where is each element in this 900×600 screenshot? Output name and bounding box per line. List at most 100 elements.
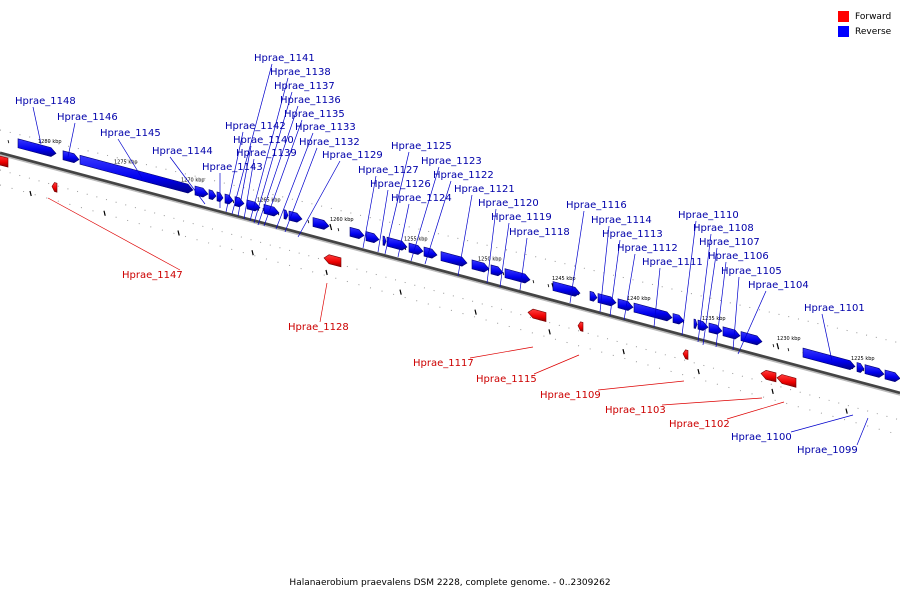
scale-tick [776,343,780,350]
leader-line-forward [726,401,785,420]
gene-label-reverse: Hprae_1119 [491,212,552,223]
scale-tick-label: 1225 kbp [851,356,875,362]
gene-label-reverse: Hprae_1125 [391,141,452,152]
reverse-gene [504,268,531,284]
gene-label-forward: Hprae_1147 [122,270,183,281]
leader-line-reverse [702,247,718,346]
leader-line-reverse [732,276,740,351]
leader-line-reverse [623,253,636,321]
gene-label-reverse: Hprae_1139 [236,148,297,159]
scale-minor-tick [337,228,340,232]
forward-gene [527,308,547,322]
forward-gene [760,369,777,383]
reverse-gene [312,217,330,230]
gene-label-reverse: Hprae_1129 [322,150,383,161]
scale-tick-label: 1235 kbp [702,316,726,322]
gene-features [0,138,900,388]
gene-label-forward: Hprae_1109 [540,390,601,401]
leader-line-reverse [32,106,42,145]
forward-gene [776,374,797,388]
leader-line-reverse [275,132,314,230]
leader-line-reverse [117,138,143,179]
gene-label-reverse: Hprae_1127 [358,165,419,176]
gene-label-reverse: Hprae_1137 [274,81,335,92]
gene-label-reverse: Hprae_1106 [708,251,769,262]
leader-line-reverse [249,77,289,222]
forward-gene [51,182,58,193]
gene-label-reverse: Hprae_1105 [721,266,782,277]
scale-minor-tick [772,344,775,348]
gene-label-forward: Hprae_1115 [476,374,537,385]
gene-label-reverse: Hprae_1148 [15,96,76,107]
gene-label-reverse: Hprae_1135 [284,109,345,120]
lower-tick [103,210,106,216]
scale-minor-tick [547,284,550,288]
lower-tick [399,289,402,295]
gene-label-reverse: Hprae_1133 [295,122,356,133]
leader-line-reverse [410,166,440,262]
leader-line-reverse [790,414,854,433]
reverse-gene [693,318,698,329]
scale-minor-tick [7,140,10,144]
leader-line-reverse [377,189,389,253]
scale-tick-label: 1265 kbp [257,198,281,204]
gene-label-reverse: Hprae_1143 [202,162,263,173]
scale-tick [329,223,333,231]
gene-label-reverse: Hprae_1114 [591,215,652,226]
reverse-gene [722,326,741,340]
reverse-gene [633,302,673,322]
gene-label-reverse: Hprae_1113 [602,229,663,240]
gene-label-reverse: Hprae_1120 [478,198,539,209]
forward-swatch-icon [838,11,849,22]
scale-tick-label: 1230 kbp [777,336,801,342]
leader-line-reverse [225,131,244,213]
gene-label-reverse: Hprae_1124 [391,193,452,204]
scale-tick-label: 1255 kbp [404,237,428,243]
leader-line-reverse [697,233,712,343]
gene-label-reverse: Hprae_1104 [748,280,809,291]
gene-labels: Hprae_1148 Hprae_1146 Hprae_1145 Hprae_1144… [15,53,865,456]
forward-gene [577,321,584,332]
reverse-gene [283,209,289,220]
gene-label-reverse: Hprae_1121 [454,184,515,195]
reverse-gene [234,196,245,208]
leader-line-reverse [284,147,318,233]
leader-line-reverse [263,119,303,227]
leader-line-reverse [737,290,767,355]
reverse-gene [617,298,634,311]
reverse-gene [856,362,865,373]
gene-label-forward: Hprae_1128 [288,322,349,333]
reverse-gene [802,347,856,371]
gene-label-forward: Hprae_1103 [605,405,666,416]
reverse-gene [552,281,581,297]
reverse-gene [471,259,490,273]
genome-backbone [0,151,900,396]
gene-label-reverse: Hprae_1140 [233,135,294,146]
gene-label-reverse: Hprae_1101 [804,303,865,314]
leader-line-forward [319,282,328,323]
leader-line-reverse [499,222,510,288]
legend-label-reverse: Reverse [855,26,892,37]
leader-line-reverse [169,156,206,205]
forward-gene [323,254,342,268]
reverse-gene [708,322,723,335]
gene-label-reverse: Hprae_1136 [280,95,341,106]
lower-tick [548,329,551,335]
gene-label-reverse: Hprae_1146 [57,112,118,123]
legend: Forward Reverse [838,9,891,39]
lower-tick [29,190,32,197]
reverse-gene [62,150,80,164]
forward-gene [0,155,9,168]
lower-tick [697,368,700,375]
gene-label-forward: Hprae_1102 [669,419,730,430]
lower-tick [474,309,477,315]
leader-line-reverse [681,220,697,336]
reverse-gene [589,290,598,302]
gene-label-forward: Hprae_1117 [413,358,474,369]
gene-label-reverse: Hprae_1107 [699,237,760,248]
reverse-gene [740,331,763,346]
gene-label-reverse: Hprae_1138 [270,67,331,78]
gene-label-reverse: Hprae_1100 [731,432,792,443]
reverse-gene [440,251,468,267]
